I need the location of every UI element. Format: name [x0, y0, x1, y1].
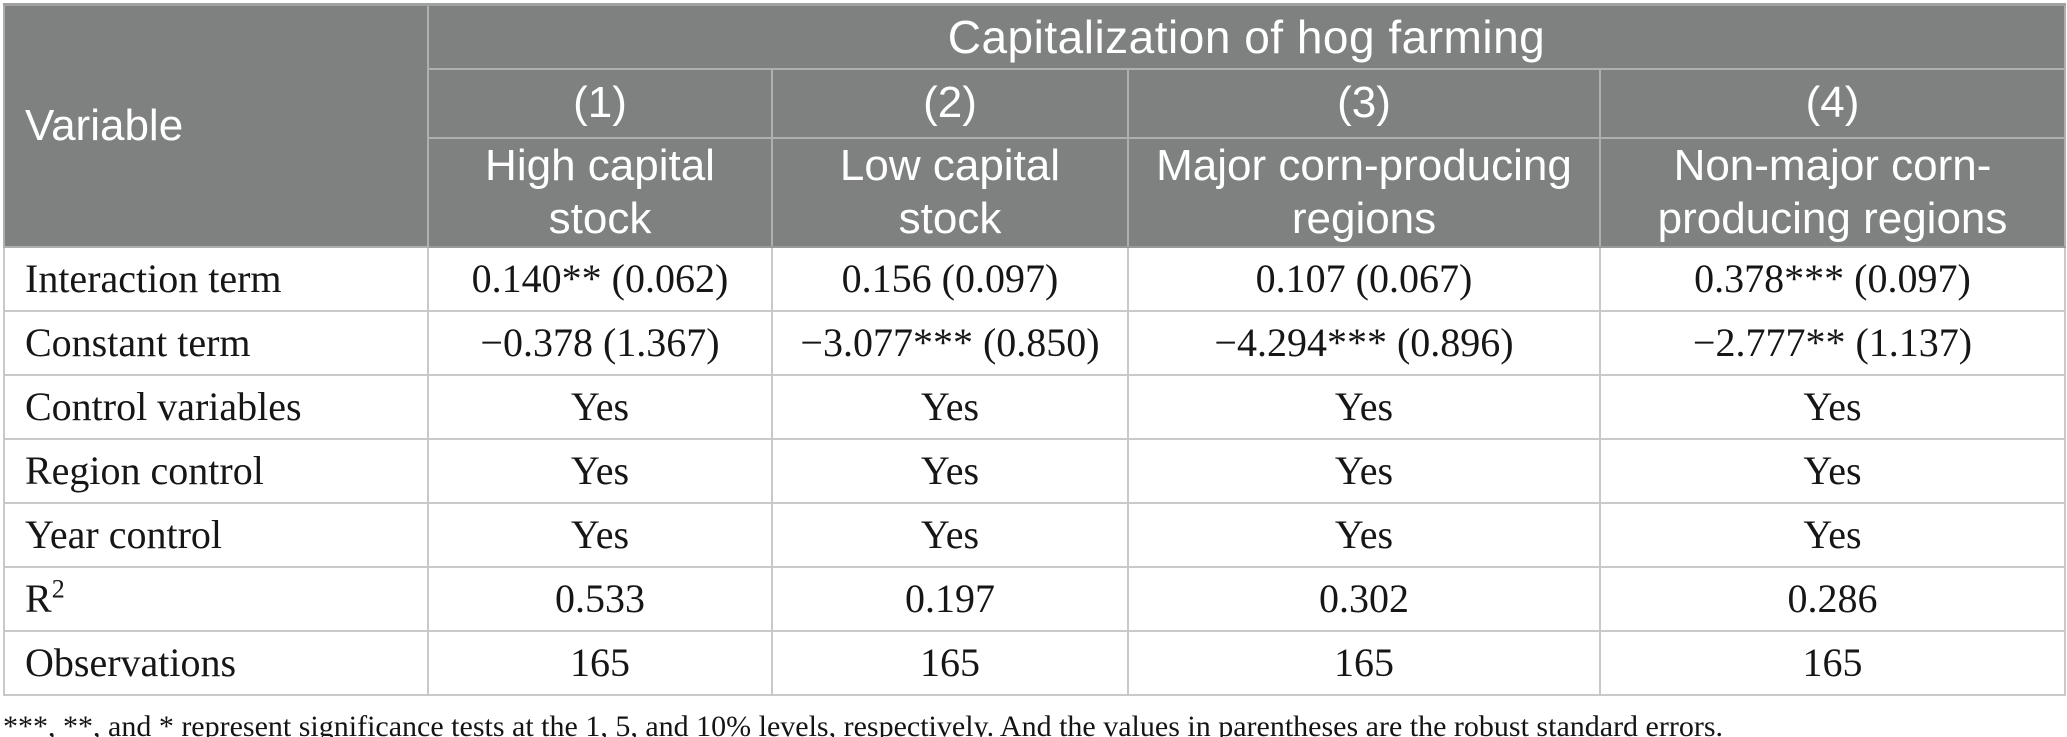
data-cell: Yes	[1127, 437, 1601, 504]
data-cell: 0.107 (0.067)	[1127, 245, 1601, 312]
col-number-header-3: (3)	[1127, 67, 1601, 139]
col-number-header-4: (4)	[1599, 67, 2066, 139]
data-cell: Yes	[771, 437, 1129, 504]
data-cell: Yes	[771, 501, 1129, 568]
row-label-constant-term: Constant term	[3, 309, 429, 376]
variable-column-header: Variable	[3, 3, 429, 248]
row-label-interaction-term: Interaction term	[3, 245, 429, 312]
data-cell: −2.777** (1.137)	[1599, 309, 2066, 376]
table-row-constant-term: Constant term −0.378 (1.367) −3.077*** (…	[3, 309, 2066, 376]
data-cell: 0.533	[427, 565, 773, 632]
table-row-year-control: Year control Yes Yes Yes Yes	[3, 501, 2066, 568]
data-cell: Yes	[1127, 373, 1601, 440]
row-label-region-control: Region control	[3, 437, 429, 504]
regression-results-table: Variable Capitalization of hog farming (…	[3, 3, 2066, 696]
data-cell: −3.077*** (0.850)	[771, 309, 1129, 376]
data-cell: Yes	[427, 437, 773, 504]
data-cell: Yes	[1599, 501, 2066, 568]
data-cell: 165	[427, 629, 773, 696]
data-cell: 0.286	[1599, 565, 2066, 632]
col-number-header-2: (2)	[771, 67, 1129, 139]
data-cell: 0.156 (0.097)	[771, 245, 1129, 312]
col-label-header-low-capital: Low capital stock	[771, 136, 1129, 248]
table-row-control-variables: Control variables Yes Yes Yes Yes	[3, 373, 2066, 440]
col-number-header-1: (1)	[427, 67, 773, 139]
data-cell: −4.294*** (0.896)	[1127, 309, 1601, 376]
data-cell: Yes	[771, 373, 1129, 440]
span-header-capitalization: Capitalization of hog farming	[427, 3, 2066, 70]
table-row-region-control: Region control Yes Yes Yes Yes	[3, 437, 2066, 504]
data-cell: 165	[1599, 629, 2066, 696]
row-label-r-squared: R2	[3, 565, 429, 632]
col-label-header-high-capital: High capital stock	[427, 136, 773, 248]
data-cell: 0.140** (0.062)	[427, 245, 773, 312]
table-row-r-squared: R2 0.533 0.197 0.302 0.286	[3, 565, 2066, 632]
col-label-header-major-corn: Major corn-producing regions	[1127, 136, 1601, 248]
r-squared-base: R	[25, 576, 52, 622]
r-squared-exponent: 2	[51, 575, 65, 605]
column-label-row: High capital stock Low capital stock Maj…	[4, 136, 2066, 248]
row-label-observations: Observations	[3, 629, 429, 696]
table-row-interaction-term: Interaction term 0.140** (0.062) 0.156 (…	[3, 245, 2066, 312]
row-label-year-control: Year control	[3, 501, 429, 568]
data-cell: 0.378*** (0.097)	[1599, 245, 2066, 312]
data-cell: 165	[1127, 629, 1601, 696]
row-label-control-variables: Control variables	[3, 373, 429, 440]
data-cell: Yes	[427, 501, 773, 568]
data-cell: Yes	[1599, 373, 2066, 440]
data-cell: Yes	[1127, 501, 1601, 568]
table-header: Variable Capitalization of hog farming (…	[3, 3, 2066, 248]
data-cell: 165	[771, 629, 1129, 696]
data-cell: −0.378 (1.367)	[427, 309, 773, 376]
table-body: Interaction term 0.140** (0.062) 0.156 (…	[3, 245, 2066, 696]
table-row-observations: Observations 165 165 165 165	[3, 629, 2066, 696]
data-cell: 0.197	[771, 565, 1129, 632]
span-header-row: Variable Capitalization of hog farming	[3, 3, 2066, 248]
col-label-header-non-major-corn: Non-major corn- producing regions	[1599, 136, 2066, 248]
table-footnote: ***, **, and * represent significance te…	[3, 709, 1724, 737]
column-number-row: (1) (2) (3) (4)	[4, 67, 2066, 139]
data-cell: Yes	[1599, 437, 2066, 504]
data-cell: Yes	[427, 373, 773, 440]
data-cell: 0.302	[1127, 565, 1601, 632]
